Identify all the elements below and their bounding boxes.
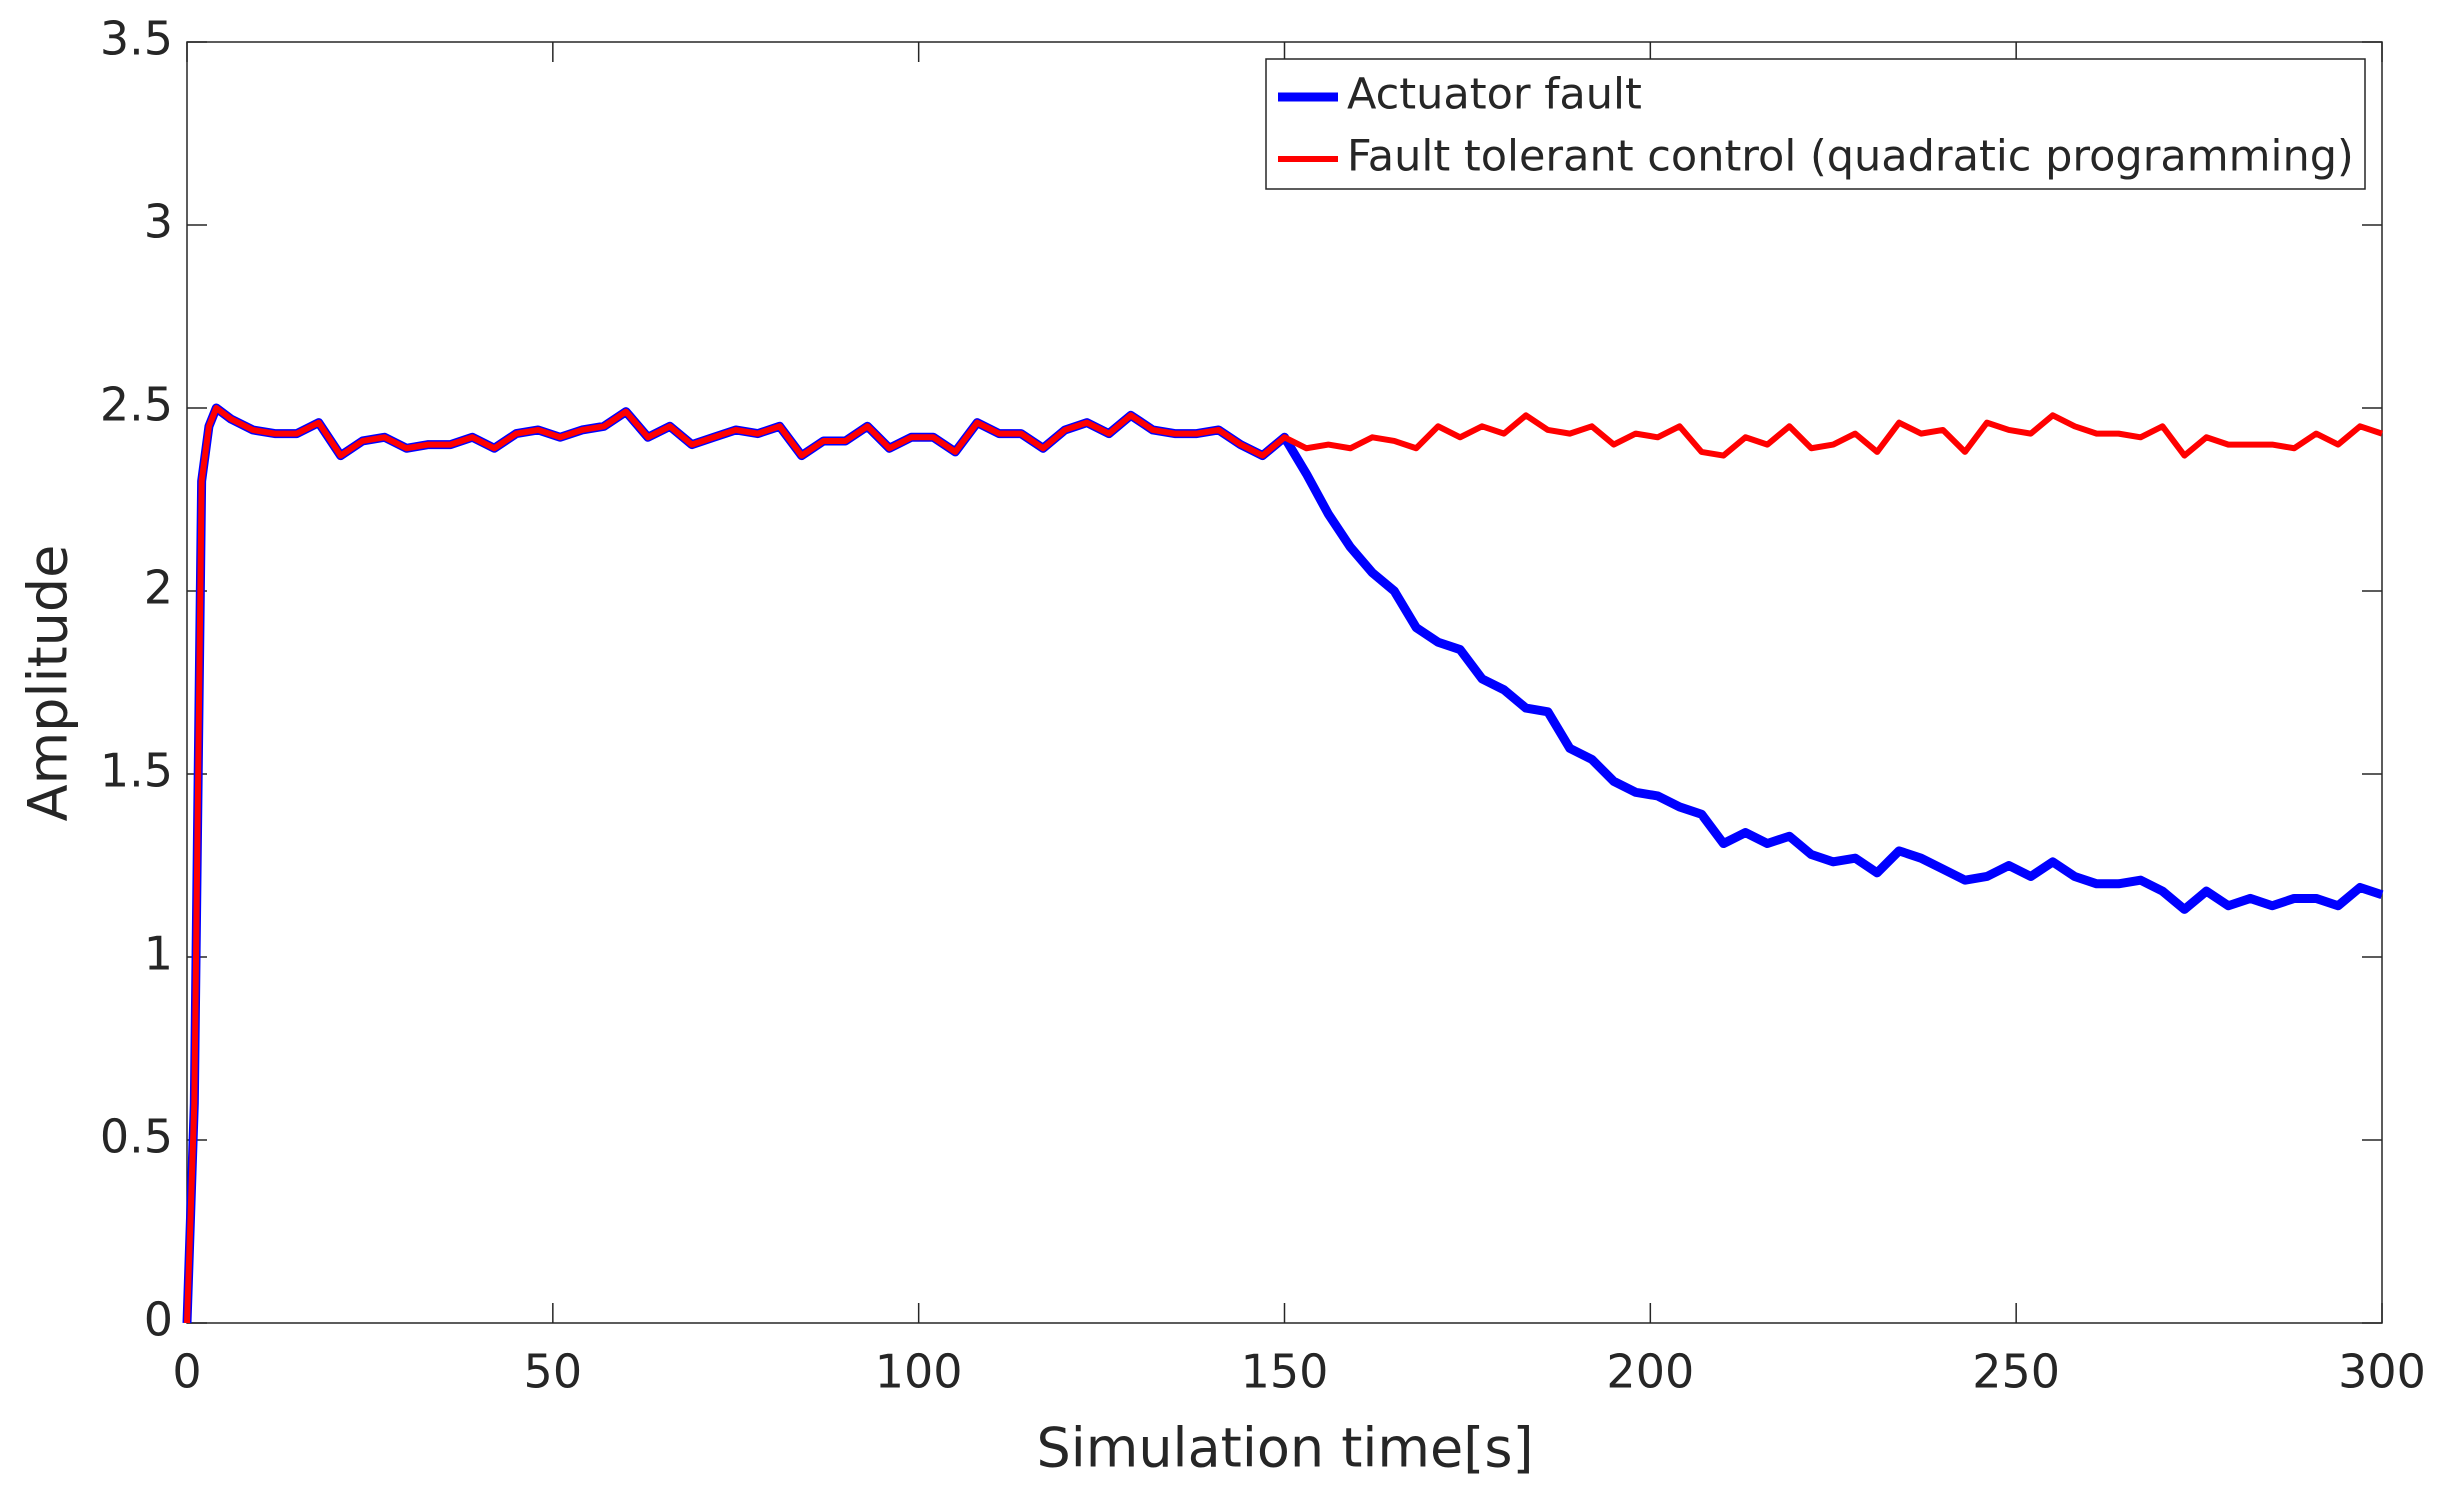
x-tick-label: 200 bbox=[1606, 1345, 1694, 1399]
legend-label: Fault tolerant control (quadratic progra… bbox=[1347, 132, 2354, 182]
data-line bbox=[184, 405, 2383, 1324]
legend-label: Actuator fault bbox=[1347, 70, 1642, 120]
x-tick-label: 100 bbox=[875, 1345, 963, 1399]
y-tick-label: 0.5 bbox=[100, 1110, 173, 1164]
plot-area bbox=[186, 41, 2383, 1324]
y-tick-label: 2.5 bbox=[100, 378, 173, 432]
y-tick-label: 0 bbox=[144, 1293, 173, 1347]
y-tick-label: 1 bbox=[144, 927, 173, 981]
x-tick-label: 50 bbox=[524, 1345, 583, 1399]
x-tick-label: 250 bbox=[1972, 1345, 2060, 1399]
y-tick-label: 2 bbox=[144, 561, 173, 615]
y-tick-label: 1.5 bbox=[100, 744, 173, 798]
x-tick-label: 150 bbox=[1241, 1345, 1329, 1399]
x-axis-label: Simulation time[s] bbox=[1036, 1417, 1533, 1480]
y-tick-label: 3.5 bbox=[100, 12, 173, 66]
x-tick-label: 0 bbox=[172, 1345, 201, 1399]
legend-box bbox=[1265, 58, 2366, 190]
y-tick-label: 3 bbox=[144, 195, 173, 249]
y-axis-label: Amplitude bbox=[17, 545, 80, 822]
x-tick-label: 300 bbox=[2338, 1345, 2426, 1399]
